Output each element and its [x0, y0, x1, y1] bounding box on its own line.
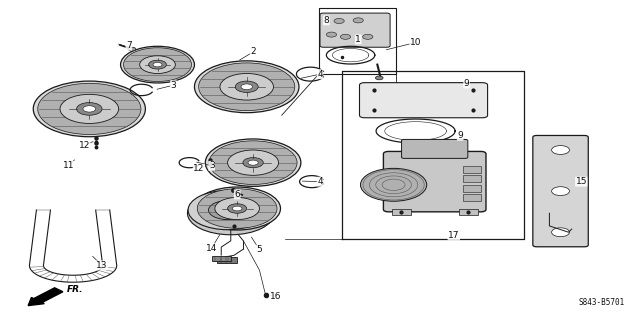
FancyArrow shape — [28, 288, 63, 306]
Circle shape — [197, 189, 277, 228]
Text: 3: 3 — [209, 161, 214, 170]
Text: 13: 13 — [96, 261, 108, 270]
Circle shape — [198, 63, 295, 111]
FancyBboxPatch shape — [320, 13, 390, 47]
Circle shape — [552, 187, 570, 196]
Text: 15: 15 — [575, 177, 587, 186]
Text: 5: 5 — [257, 245, 262, 254]
Circle shape — [360, 168, 427, 201]
Circle shape — [188, 192, 274, 235]
Circle shape — [205, 139, 301, 186]
Circle shape — [128, 47, 136, 51]
Text: 3: 3 — [171, 81, 176, 90]
Circle shape — [195, 61, 299, 113]
FancyBboxPatch shape — [533, 136, 588, 247]
Text: 4: 4 — [317, 177, 323, 186]
Text: 17: 17 — [448, 231, 460, 240]
Circle shape — [33, 81, 145, 137]
Circle shape — [552, 145, 570, 154]
Bar — [463, 185, 481, 192]
Circle shape — [213, 204, 248, 222]
Circle shape — [228, 204, 246, 213]
Text: 11: 11 — [63, 161, 74, 170]
Circle shape — [376, 76, 383, 80]
Text: 10: 10 — [410, 38, 421, 47]
Circle shape — [83, 106, 96, 112]
Circle shape — [243, 158, 263, 168]
Text: 6: 6 — [234, 190, 240, 199]
Circle shape — [228, 150, 278, 175]
Circle shape — [552, 228, 570, 237]
Circle shape — [334, 19, 344, 24]
Text: 7: 7 — [126, 41, 132, 50]
Bar — [217, 257, 237, 263]
Circle shape — [194, 187, 280, 230]
Text: 12: 12 — [193, 165, 205, 174]
Circle shape — [219, 206, 237, 214]
Circle shape — [353, 18, 364, 23]
FancyBboxPatch shape — [401, 139, 468, 159]
Circle shape — [124, 48, 191, 82]
Circle shape — [120, 46, 195, 83]
Bar — [392, 209, 411, 215]
Circle shape — [215, 197, 259, 219]
Circle shape — [38, 83, 141, 135]
Bar — [463, 175, 481, 182]
Text: 12: 12 — [79, 141, 90, 150]
Circle shape — [223, 210, 239, 217]
Circle shape — [153, 63, 162, 67]
Circle shape — [77, 103, 102, 115]
Circle shape — [326, 32, 337, 37]
FancyBboxPatch shape — [360, 83, 488, 118]
Circle shape — [140, 56, 175, 73]
Circle shape — [209, 141, 297, 184]
Circle shape — [148, 60, 166, 69]
Text: FR.: FR. — [67, 285, 83, 294]
Bar — [463, 166, 481, 173]
Text: 2: 2 — [250, 48, 256, 56]
Circle shape — [209, 201, 246, 219]
Text: 14: 14 — [206, 243, 218, 253]
Circle shape — [248, 160, 258, 165]
Text: 8: 8 — [323, 16, 329, 25]
Circle shape — [220, 73, 273, 100]
Circle shape — [241, 84, 252, 90]
Circle shape — [340, 34, 351, 39]
Circle shape — [188, 190, 267, 230]
Text: 4: 4 — [317, 70, 323, 78]
Circle shape — [236, 81, 258, 93]
Bar — [459, 209, 477, 215]
Circle shape — [60, 94, 118, 123]
Text: 9: 9 — [458, 131, 463, 140]
Bar — [463, 194, 481, 201]
Text: 1: 1 — [355, 35, 361, 44]
Circle shape — [232, 206, 242, 211]
Text: 9: 9 — [464, 79, 469, 88]
Bar — [212, 256, 231, 261]
Text: S843-B5701: S843-B5701 — [579, 298, 625, 307]
Text: 16: 16 — [269, 292, 281, 300]
Circle shape — [363, 34, 373, 39]
FancyBboxPatch shape — [383, 152, 486, 212]
